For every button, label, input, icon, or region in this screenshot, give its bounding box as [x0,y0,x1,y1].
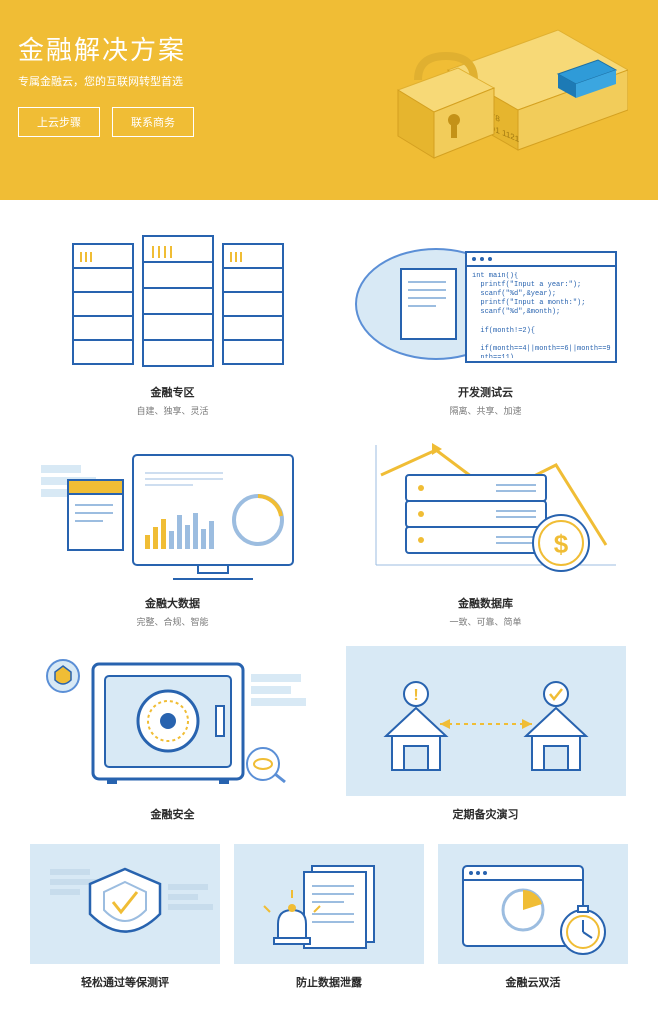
card-title: 轻松通过等保测评 [81,974,169,990]
cloud-steps-button[interactable]: 上云步骤 [18,107,100,137]
card-title: 金融大数据 [145,595,200,611]
bottom-row: 轻松通过等保测评 防止数据泄露 [28,844,630,994]
svg-text:$: $ [553,529,568,559]
card-finance-zone: 金融专区 自建、独享、灵活 [28,224,317,417]
alert-docs-icon [234,844,424,964]
card-desc: 完整、合规、智能 [136,615,208,628]
card-dr-drill: ! 定期备灾演习 [341,646,630,826]
card-title: 开发测试云 [458,384,513,400]
card-compliance: 轻松通过等保测评 [30,844,220,994]
card-finance-db: $ 金融数据库 一致、可靠、简单 [341,435,630,628]
card-finance-security: 金融安全 [28,646,317,826]
browser-stopwatch-icon [438,844,628,964]
shield-icon [30,844,220,964]
card-desc: 一致、可靠、简单 [449,615,521,628]
card-big-data: 金融大数据 完整、合规、智能 [28,435,317,628]
card-prevent-leak: 防止数据泄露 [234,844,424,994]
card-active-active: 金融云双活 [438,844,628,994]
two-houses-icon: ! [346,646,626,796]
svg-text:!: ! [413,687,418,704]
card-dev-test-cloud: int main(){ printf("Input a year:"); sca… [341,224,630,417]
card-title: 金融专区 [151,384,195,400]
safe-vault-icon [33,646,313,796]
card-title: 定期备灾演习 [453,806,519,822]
card-desc: 自建、独享、灵活 [136,404,208,417]
database-dollar-icon: $ [346,435,626,585]
hero-banner: 金融解决方案 专属金融云，您的互联网转型首选 上云步骤 联系商务 1234 56… [0,0,658,200]
cloud-code-icon: int main(){ printf("Input a year:"); sca… [346,224,626,374]
card-title: 金融云双活 [506,974,561,990]
code-snippet: int main(){ printf("Input a year:"); sca… [472,272,612,358]
hero-illustration: 1234 5678 8249 9101 1121 VISA [328,10,628,190]
server-rack-icon [33,224,313,374]
dashboard-monitor-icon [33,435,313,585]
card-title: 防止数据泄露 [296,974,362,990]
card-title: 金融安全 [151,806,195,822]
card-desc: 隔离、共享、加速 [449,404,521,417]
feature-grid: 金融专区 自建、独享、灵活 int main(){ printf("Input … [0,200,658,1018]
contact-sales-button[interactable]: 联系商务 [112,107,194,137]
card-title: 金融数据库 [458,595,513,611]
